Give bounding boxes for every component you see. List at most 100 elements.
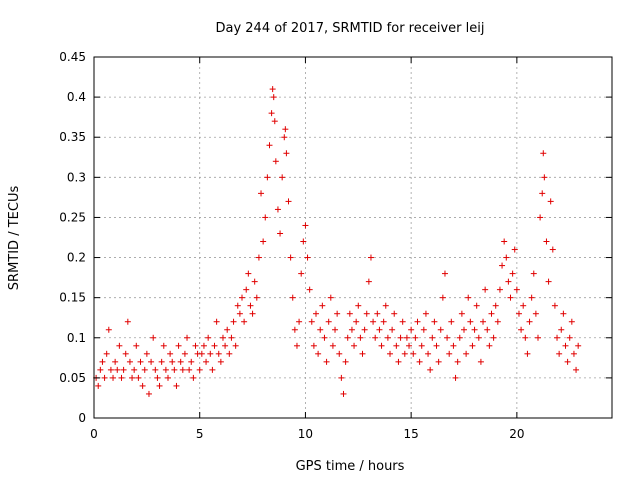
- data-point: [357, 334, 364, 341]
- data-point: [530, 270, 537, 277]
- data-point: [245, 270, 252, 277]
- data-point: [228, 334, 235, 341]
- data-point: [344, 334, 351, 341]
- y-tick-label: 0: [78, 411, 86, 425]
- data-point: [475, 334, 482, 341]
- data-point: [272, 158, 279, 165]
- data-point: [384, 334, 391, 341]
- data-point: [573, 366, 580, 373]
- data-point: [522, 334, 529, 341]
- data-point: [439, 294, 446, 301]
- data-point: [395, 358, 402, 365]
- y-axis-label: SRMTID / TECUs: [7, 186, 22, 291]
- data-point: [135, 374, 142, 381]
- y-tick-label: 0.35: [59, 130, 86, 144]
- data-point: [558, 326, 565, 333]
- data-point: [490, 334, 497, 341]
- data-point: [99, 358, 106, 365]
- data-point: [575, 342, 582, 349]
- data-point: [156, 382, 163, 389]
- data-point: [482, 286, 489, 293]
- data-point: [408, 326, 415, 333]
- data-point: [281, 134, 288, 141]
- data-point: [222, 342, 229, 349]
- data-point: [448, 318, 455, 325]
- data-point: [110, 374, 117, 381]
- data-point: [137, 358, 144, 365]
- x-tick-label: 15: [404, 427, 419, 441]
- data-point: [397, 334, 404, 341]
- data-point: [363, 310, 370, 317]
- data-point: [380, 318, 387, 325]
- y-tick-label: 0.45: [59, 50, 86, 64]
- chart-title: Day 244 of 2017, SRMTID for receiver lei…: [215, 21, 484, 36]
- data-point: [509, 270, 516, 277]
- data-point: [260, 238, 267, 245]
- data-point: [480, 318, 487, 325]
- data-point: [148, 358, 155, 365]
- data-point: [124, 318, 131, 325]
- data-point: [503, 254, 510, 261]
- data-point: [139, 382, 146, 389]
- data-point: [551, 302, 558, 309]
- data-point: [332, 326, 339, 333]
- data-point: [554, 334, 561, 341]
- data-point: [291, 326, 298, 333]
- data-point: [429, 334, 436, 341]
- data-point: [269, 86, 276, 93]
- data-point: [461, 326, 467, 333]
- data-points: [93, 86, 582, 397]
- data-point: [458, 310, 465, 317]
- data-point: [515, 310, 522, 317]
- data-point: [232, 342, 239, 349]
- data-point: [270, 94, 277, 101]
- data-point: [518, 326, 525, 333]
- data-point: [486, 342, 493, 349]
- data-point: [313, 310, 319, 317]
- data-point: [310, 342, 317, 349]
- data-point: [399, 318, 406, 325]
- plot-frame: [93, 56, 613, 419]
- data-point: [410, 350, 417, 357]
- data-point: [532, 310, 539, 317]
- data-point: [367, 254, 374, 261]
- data-point: [234, 302, 241, 309]
- data-point: [446, 350, 453, 357]
- data-point: [505, 278, 512, 285]
- data-point: [441, 270, 448, 277]
- data-point: [431, 318, 438, 325]
- data-point: [570, 350, 577, 357]
- data-point: [378, 342, 385, 349]
- data-point: [133, 342, 140, 349]
- data-point: [566, 334, 573, 341]
- data-point: [370, 318, 377, 325]
- data-point: [315, 350, 322, 357]
- data-point: [304, 254, 311, 261]
- data-point: [190, 374, 197, 381]
- data-point: [129, 374, 136, 381]
- data-point: [279, 174, 286, 181]
- data-point: [289, 294, 296, 301]
- data-point: [372, 334, 379, 341]
- data-point: [376, 326, 383, 333]
- x-axis-label: GPS time / hours: [296, 459, 405, 474]
- data-point: [488, 310, 495, 317]
- data-point: [359, 350, 366, 357]
- data-point: [126, 358, 133, 365]
- x-tick-label: 0: [90, 427, 98, 441]
- data-point: [152, 366, 159, 373]
- data-point: [150, 334, 157, 341]
- y-tick-label: 0.3: [67, 170, 86, 184]
- data-point: [346, 310, 353, 317]
- data-point: [427, 366, 434, 373]
- data-point: [277, 230, 284, 237]
- data-point: [494, 318, 501, 325]
- data-point: [95, 382, 102, 389]
- data-point: [535, 334, 541, 341]
- y-tick-label: 0.15: [59, 291, 86, 305]
- data-point: [283, 150, 290, 157]
- data-point: [513, 286, 520, 293]
- data-point: [179, 366, 186, 373]
- data-point: [251, 278, 258, 285]
- data-point: [230, 318, 237, 325]
